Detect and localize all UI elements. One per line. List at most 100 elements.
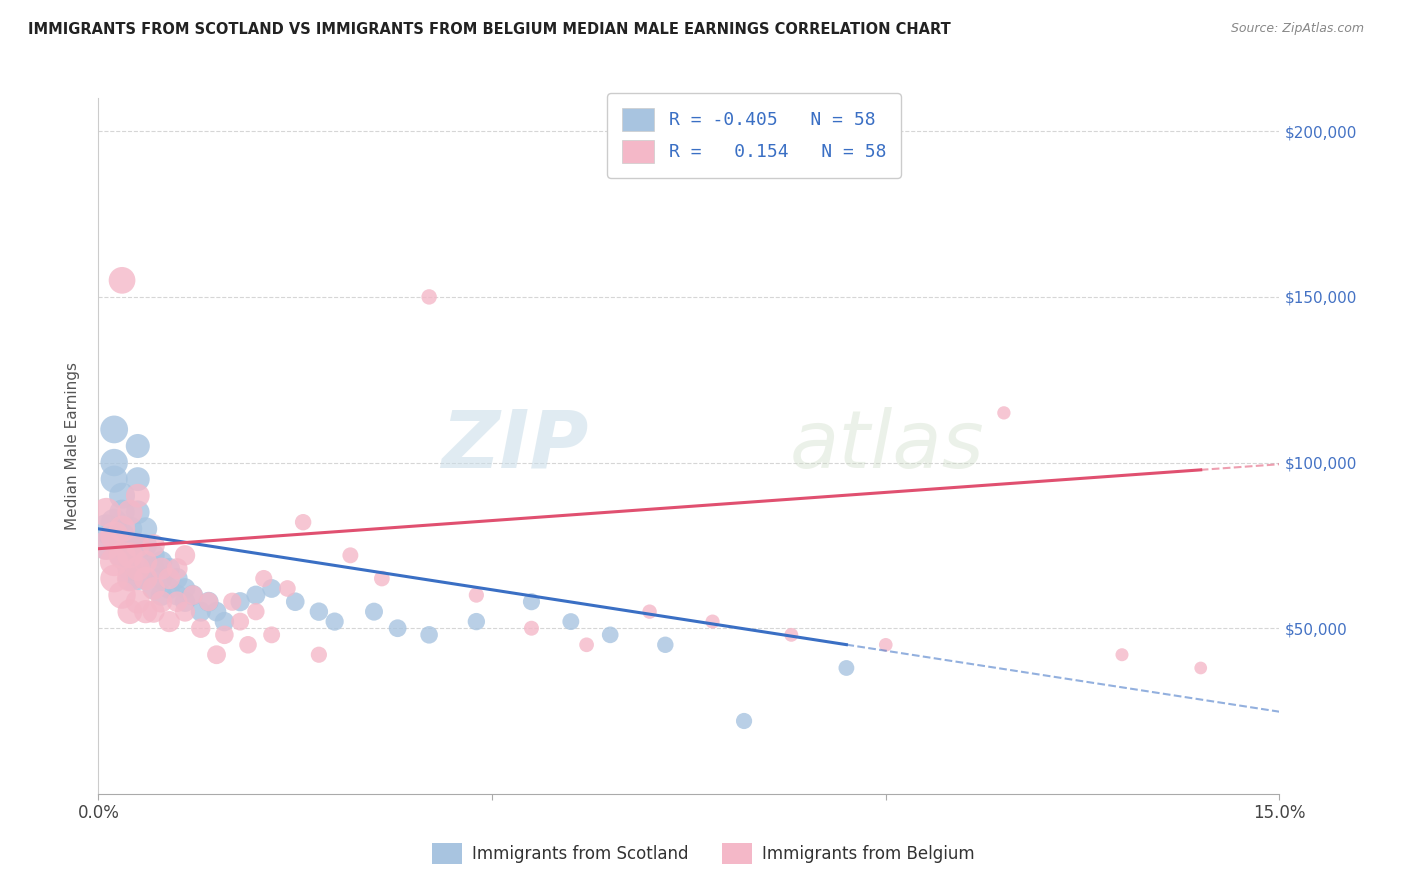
Point [127,472,149,486]
Point [150,572,173,586]
Point [181,588,204,602]
Point [638,605,661,619]
Point [387,621,409,635]
Point [111,528,134,542]
Point [363,605,385,619]
Point [214,615,236,629]
Point [205,648,228,662]
Point [135,572,157,586]
Point [111,522,134,536]
Point [96,538,118,552]
Point [599,628,621,642]
Point [835,661,858,675]
Point [127,538,149,552]
Point [142,538,165,552]
Text: ZIP: ZIP [441,407,589,485]
Point [323,615,346,629]
Point [118,605,141,619]
Point [157,615,180,629]
Point [103,572,125,586]
Point [197,595,219,609]
Point [245,605,267,619]
Point [418,290,440,304]
Point [111,489,134,503]
Point [103,528,125,542]
Point [111,588,134,602]
Point [96,522,118,536]
Point [118,538,141,552]
Point [118,522,141,536]
Point [111,273,134,287]
Point [229,615,252,629]
Point [245,588,267,602]
Point [127,489,149,503]
Point [292,515,315,529]
Point [150,561,173,575]
Point [197,595,219,609]
Point [733,714,755,728]
Point [654,638,676,652]
Y-axis label: Median Male Earnings: Median Male Earnings [65,362,80,530]
Point [174,605,197,619]
Point [465,588,488,602]
Point [780,628,803,642]
Point [308,605,330,619]
Point [103,422,125,436]
Point [135,572,157,586]
Point [142,582,165,596]
Point [127,572,149,586]
Point [157,582,180,596]
Text: Source: ZipAtlas.com: Source: ZipAtlas.com [1230,22,1364,36]
Point [118,572,141,586]
Point [111,549,134,563]
Point [181,588,204,602]
Text: atlas: atlas [789,407,984,485]
Point [142,605,165,619]
Legend: R = -0.405   N = 58, R =   0.154   N = 58: R = -0.405 N = 58, R = 0.154 N = 58 [607,94,901,178]
Point [103,456,125,470]
Point [214,628,236,642]
Point [118,505,141,519]
Point [702,615,724,629]
Legend: Immigrants from Scotland, Immigrants from Belgium: Immigrants from Scotland, Immigrants fro… [425,837,981,871]
Point [127,505,149,519]
Point [260,582,283,596]
Point [560,615,582,629]
Point [157,561,180,575]
Point [190,621,212,635]
Point [96,538,118,552]
Point [276,582,298,596]
Point [166,561,188,575]
Point [103,515,125,529]
Point [1111,648,1133,662]
Point [166,572,188,586]
Point [135,522,157,536]
Point [575,638,598,652]
Point [150,595,173,609]
Point [166,588,188,602]
Point [174,549,197,563]
Point [520,621,543,635]
Point [1189,661,1212,675]
Text: IMMIGRANTS FROM SCOTLAND VS IMMIGRANTS FROM BELGIUM MEDIAN MALE EARNINGS CORRELA: IMMIGRANTS FROM SCOTLAND VS IMMIGRANTS F… [28,22,950,37]
Point [284,595,307,609]
Point [142,549,165,563]
Point [157,572,180,586]
Point [993,406,1015,420]
Point [205,605,228,619]
Point [418,628,440,642]
Point [111,505,134,519]
Point [150,555,173,569]
Point [229,595,252,609]
Point [127,595,149,609]
Point [111,549,134,563]
Point [127,538,149,552]
Point [127,561,149,575]
Point [118,549,141,563]
Point [103,472,125,486]
Point [111,538,134,552]
Point [174,595,197,609]
Point [190,605,212,619]
Point [174,582,197,596]
Point [520,595,543,609]
